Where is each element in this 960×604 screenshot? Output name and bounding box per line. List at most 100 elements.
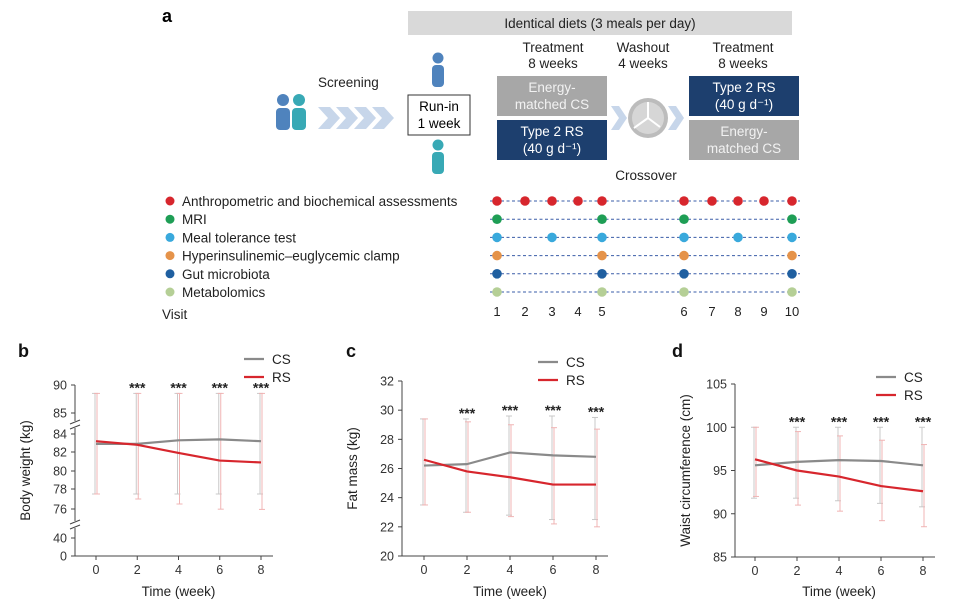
significance-marker: *** xyxy=(588,403,605,419)
box-cs-period1-line2: matched CS xyxy=(515,97,589,112)
x-tick-label: 4 xyxy=(836,564,843,578)
y-tick-label: 26 xyxy=(380,462,394,476)
runin-line2: 1 week xyxy=(418,116,461,131)
significance-marker: *** xyxy=(170,379,187,395)
significance-marker: *** xyxy=(831,413,848,429)
visit-axis-label: Visit xyxy=(162,307,188,322)
x-tick-label: 6 xyxy=(216,563,223,577)
legend-dot xyxy=(165,287,175,297)
treatment2-line1: Treatment xyxy=(712,40,773,55)
visit-marker xyxy=(597,196,607,206)
significance-marker: *** xyxy=(915,413,932,429)
assessment-label: Gut microbiota xyxy=(182,267,270,282)
visit-marker xyxy=(733,232,743,243)
visit-marker xyxy=(492,250,502,261)
significance-marker: *** xyxy=(502,402,519,418)
y-tick-label: 30 xyxy=(380,404,394,418)
visit-marker xyxy=(679,232,689,243)
washout-clock-icon xyxy=(628,98,668,138)
diet-banner xyxy=(408,11,792,35)
x-tick-label: 2 xyxy=(134,563,141,577)
visit-marker xyxy=(679,214,689,224)
visit-marker xyxy=(679,196,689,206)
washout-arrows xyxy=(611,106,684,130)
panel-letter-b: b xyxy=(18,341,29,361)
y-tick-label: 105 xyxy=(706,378,727,392)
visit-marker xyxy=(787,232,797,243)
series-line-cs xyxy=(423,451,597,467)
y-tick-label: 22 xyxy=(380,520,394,534)
y-tick-label: 28 xyxy=(380,433,394,447)
legend-label-rs: RS xyxy=(272,370,291,385)
assessment-label: Anthropometric and biochemical assessmen… xyxy=(182,194,458,209)
visit-number: 10 xyxy=(785,304,799,319)
significance-marker: *** xyxy=(873,413,890,429)
visit-marker xyxy=(787,196,797,206)
treatment1-line1: Treatment xyxy=(522,40,583,55)
significance-marker: *** xyxy=(129,379,146,395)
visit-marker xyxy=(787,287,797,297)
panel-letter-c: c xyxy=(346,341,356,361)
assessment-schedule: Anthropometric and biochemical assessmen… xyxy=(165,194,800,319)
screening-chevrons xyxy=(318,107,394,129)
significance-marker: *** xyxy=(459,405,476,421)
x-axis-label: Time (week) xyxy=(802,584,876,599)
visit-marker xyxy=(573,196,583,206)
treatment1-line2: 8 weeks xyxy=(528,56,578,71)
box-rs-period2-line1: Type 2 RS xyxy=(712,80,775,95)
significance-marker: *** xyxy=(212,379,229,395)
chart-d: d 85 90 95 100 105 0 2 4 6 8 Time (week) Waist circu… xyxy=(672,341,935,599)
visit-number: 4 xyxy=(574,304,581,319)
visit-marker xyxy=(733,196,743,206)
visit-marker xyxy=(597,287,607,297)
box-rs-period1 xyxy=(497,120,607,160)
legend-label-cs: CS xyxy=(272,352,291,367)
series-line-rs xyxy=(754,458,924,493)
visit-number: 3 xyxy=(548,304,555,319)
panel-letter-d: d xyxy=(672,341,683,361)
legend-dot xyxy=(165,196,175,206)
y-axis-label: Waist circumference (cm) xyxy=(678,394,693,547)
y-tick-label: 95 xyxy=(713,464,727,478)
visit-marker xyxy=(597,232,607,243)
box-cs-period1-line1: Energy- xyxy=(528,80,575,95)
washout-line2: 4 weeks xyxy=(618,56,668,71)
y-tick-label: 24 xyxy=(380,491,394,505)
visit-number: 6 xyxy=(680,304,687,319)
visit-marker xyxy=(492,269,502,279)
series-line-rs xyxy=(95,440,262,464)
y-tick-label: 85 xyxy=(53,407,67,421)
legend-label-rs: RS xyxy=(904,388,923,403)
visit-number: 8 xyxy=(734,304,741,319)
visit-marker xyxy=(597,214,607,224)
axis-break-mark xyxy=(69,519,81,525)
visit-number: 9 xyxy=(760,304,767,319)
y-axis-label: Body weight (kg) xyxy=(18,420,33,521)
y-tick-label: 40 xyxy=(53,532,67,546)
y-tick-label: 84 xyxy=(53,428,67,442)
y-tick-label: 90 xyxy=(53,379,67,393)
chart-b: b 0 40 76 78 80 82 84 85 90 0 2 4 6 8 Time (week) Body w… xyxy=(18,341,291,599)
series-line-cs xyxy=(754,459,924,467)
x-axis-label: Time (week) xyxy=(473,584,547,599)
box-cs-period2-line2: matched CS xyxy=(707,141,781,156)
assessment-label: Meal tolerance test xyxy=(182,230,296,245)
box-cs-period2 xyxy=(689,120,799,160)
visit-marker xyxy=(679,287,689,297)
y-tick-label: 80 xyxy=(53,465,67,479)
box-cs-period2-line1: Energy- xyxy=(720,124,767,139)
runin-box xyxy=(407,94,471,136)
assessment-label: Metabolomics xyxy=(182,285,266,300)
person-icon-top xyxy=(432,52,444,87)
axis-break-mark xyxy=(69,419,81,425)
visit-marker xyxy=(492,232,502,243)
visit-marker xyxy=(707,196,717,206)
box-rs-period1-line2: (40 g d⁻¹) xyxy=(523,141,581,156)
x-tick-label: 6 xyxy=(550,563,557,577)
visit-marker xyxy=(520,196,530,206)
assessment-label: Hyperinsulinemic–euglycemic clamp xyxy=(182,249,400,264)
significance-marker: *** xyxy=(545,402,562,418)
y-tick-label: 78 xyxy=(53,483,67,497)
box-cs-period1 xyxy=(497,76,607,116)
